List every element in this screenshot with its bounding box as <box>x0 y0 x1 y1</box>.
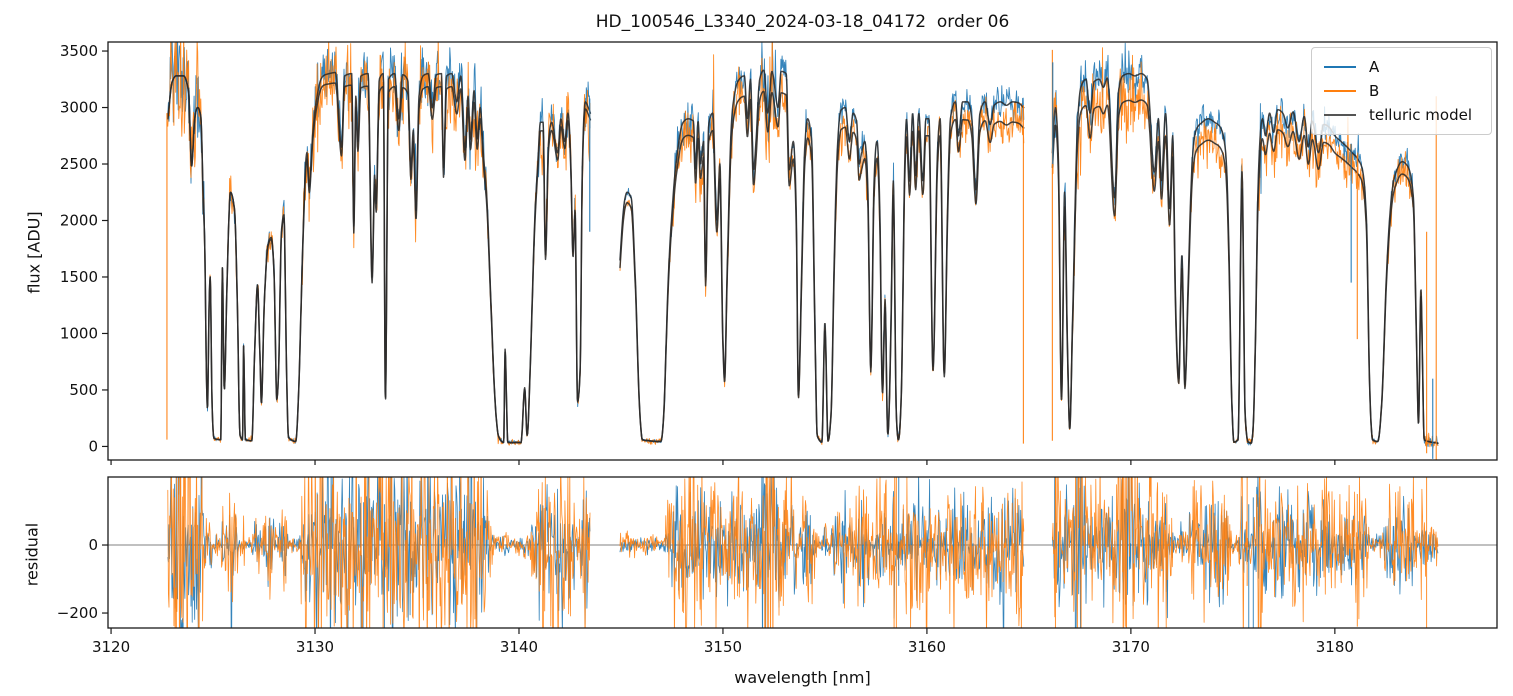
legend-entry-telluric: telluric model <box>1324 103 1481 127</box>
svg-text:3500: 3500 <box>60 42 98 60</box>
svg-text:1500: 1500 <box>60 268 98 286</box>
legend: A B telluric model <box>1311 47 1492 135</box>
svg-text:3170: 3170 <box>1112 638 1150 656</box>
svg-text:3150: 3150 <box>704 638 742 656</box>
legend-swatch-telluric <box>1324 114 1356 116</box>
legend-swatch-a <box>1324 66 1356 68</box>
flux-axis-label: flux [ADU] <box>24 211 44 294</box>
svg-text:3120: 3120 <box>92 638 130 656</box>
svg-text:0: 0 <box>88 536 98 554</box>
svg-text:3160: 3160 <box>908 638 946 656</box>
svg-text:3180: 3180 <box>1316 638 1354 656</box>
svg-text:500: 500 <box>69 381 98 399</box>
legend-label-telluric: telluric model <box>1369 106 1473 124</box>
svg-text:2500: 2500 <box>60 155 98 173</box>
legend-swatch-b <box>1324 90 1356 92</box>
svg-text:3130: 3130 <box>296 638 334 656</box>
svg-text:3140: 3140 <box>500 638 538 656</box>
legend-entry-a: A <box>1324 55 1481 79</box>
svg-text:−200: −200 <box>57 604 98 622</box>
legend-entry-b: B <box>1324 79 1481 103</box>
page-title: HD_100546_L3340_2024-03-18_04172 order 0… <box>595 12 1010 32</box>
svg-text:0: 0 <box>88 437 98 455</box>
svg-text:3000: 3000 <box>60 99 98 117</box>
legend-label-b: B <box>1369 82 1380 100</box>
residual-axis-label: residual <box>22 522 42 587</box>
svg-text:2000: 2000 <box>60 211 98 229</box>
wavelength-axis-label: wavelength [nm] <box>734 668 871 687</box>
legend-label-a: A <box>1369 58 1380 76</box>
svg-text:1000: 1000 <box>60 324 98 342</box>
